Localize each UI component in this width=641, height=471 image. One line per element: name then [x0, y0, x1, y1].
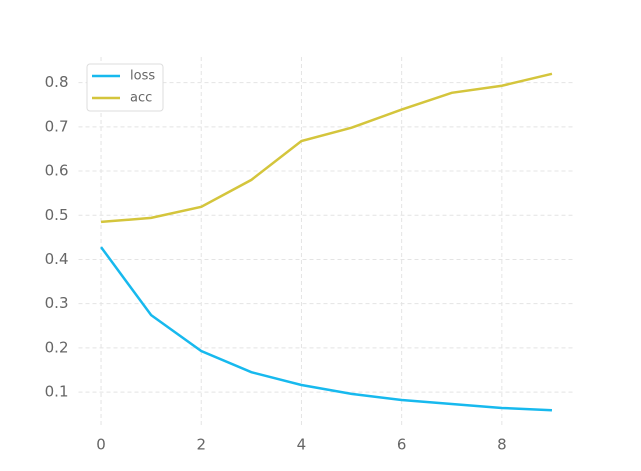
line-series	[100, 246, 553, 412]
y-tick-label: 0.2	[45, 338, 69, 356]
y-tick-label: 0.4	[45, 250, 69, 268]
y-tick-label: 0.1	[45, 383, 69, 401]
y-tick-label: 0.3	[45, 294, 69, 312]
x-tick-label: 2	[196, 436, 206, 454]
line-series	[100, 72, 553, 224]
y-tick-label: 0.8	[45, 73, 69, 91]
x-tick-label: 0	[96, 436, 106, 454]
y-tick-label: 0.7	[45, 117, 69, 135]
legend-label: loss	[130, 69, 155, 84]
y-tick-label: 0.6	[45, 162, 69, 180]
legend-label: acc	[130, 91, 152, 106]
y-tick-label: 0.5	[45, 206, 69, 224]
x-tick-label: 8	[497, 436, 507, 454]
x-tick-label: 4	[297, 436, 307, 454]
legend: loss acc	[86, 63, 164, 112]
x-tick-label: 6	[397, 436, 407, 454]
